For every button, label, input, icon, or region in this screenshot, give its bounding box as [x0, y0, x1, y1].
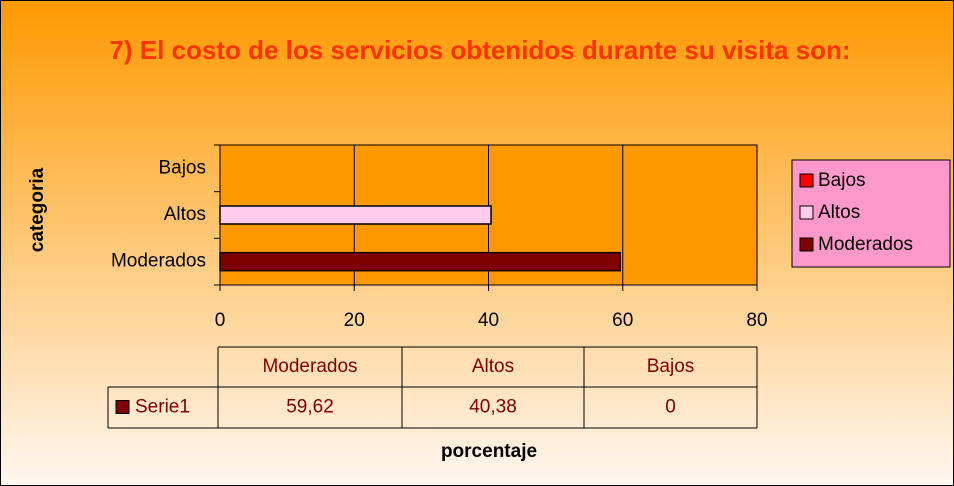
legend-label: Altos: [818, 202, 860, 223]
series-name: Serie1: [135, 397, 190, 418]
bar: [219, 251, 621, 272]
y-tick-label: Bajos: [158, 157, 206, 178]
table-legend-swatch: [115, 400, 130, 414]
legend-label: Bajos: [818, 170, 866, 191]
table-value: 40,38: [469, 397, 517, 418]
legend-swatch: [799, 237, 814, 252]
y-axis-label: categoria: [27, 167, 48, 252]
table-header: Bajos: [647, 356, 695, 377]
x-tick-label: 60: [612, 310, 633, 331]
x-tick-label: 40: [478, 310, 499, 331]
table-header: Moderados: [262, 356, 357, 377]
table-header: Altos: [472, 356, 514, 377]
legend-swatch: [799, 205, 814, 220]
y-tick-label: Moderados: [111, 251, 206, 272]
y-tick-label: Altos: [164, 204, 206, 225]
legend-label: Moderados: [818, 234, 913, 255]
x-tick-label: 80: [746, 310, 767, 331]
x-axis-label: porcentaje: [441, 441, 537, 462]
bar: [219, 205, 492, 225]
legend-swatch: [799, 173, 814, 188]
x-tick-label: 0: [215, 310, 226, 331]
chart-title: 7) El costo de los servicios obtenidos d…: [109, 35, 851, 65]
table-value: 59,62: [286, 397, 334, 418]
table-value: 0: [665, 397, 676, 418]
legend: [791, 159, 951, 268]
x-tick-label: 20: [344, 310, 365, 331]
